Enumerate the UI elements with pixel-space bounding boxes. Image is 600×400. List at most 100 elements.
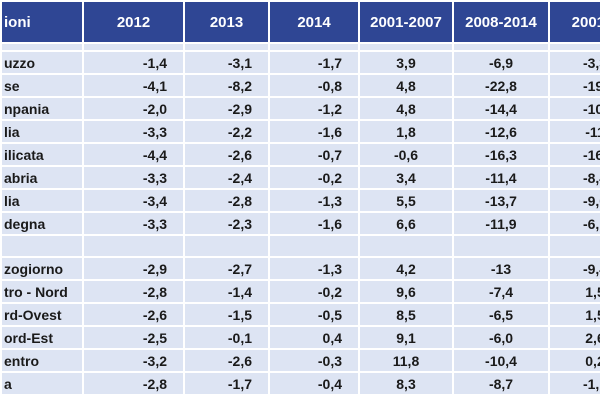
- row-label: lia: [0, 119, 84, 144]
- empty-cell: [548, 234, 600, 258]
- value-cell: 4,2: [358, 256, 454, 281]
- header-cell: ioni: [0, 0, 84, 44]
- empty-cell: [268, 234, 360, 258]
- value-cell: -13: [452, 256, 550, 281]
- value-cell: -9,4: [548, 256, 600, 281]
- value-cell: -2,8: [82, 371, 185, 396]
- value-cell: -10,: [548, 96, 600, 121]
- value-cell: -3,3: [82, 165, 185, 190]
- value-cell: 1,8: [358, 119, 454, 144]
- empty-cell: [452, 42, 550, 52]
- value-cell: 4,8: [358, 96, 454, 121]
- table-row: tro - Nord-2,8-1,4-0,29,6-7,41,5: [0, 279, 600, 304]
- value-cell: -4,4: [82, 142, 185, 167]
- value-cell: -3,3: [82, 119, 185, 144]
- header-cell: 2001-2007: [358, 0, 454, 44]
- header-cell: 2014: [268, 0, 360, 44]
- row-label: npania: [0, 96, 84, 121]
- value-cell: -1,7: [268, 50, 360, 75]
- value-cell: -19,: [548, 73, 600, 98]
- value-cell: -9,0: [548, 188, 600, 213]
- row-label: a: [0, 371, 84, 396]
- empty-cell: [358, 234, 454, 258]
- row-label: ilicata: [0, 142, 84, 167]
- value-cell: 4,8: [358, 73, 454, 98]
- value-cell: -2,6: [82, 302, 185, 327]
- empty-cell: [82, 234, 185, 258]
- value-cell: -3,2: [82, 348, 185, 373]
- table-row: zogiorno-2,9-2,7-1,34,2-13-9,4: [0, 256, 600, 281]
- value-cell: -3,3: [82, 211, 185, 236]
- value-cell: -1,6: [268, 211, 360, 236]
- row-label: tro - Nord: [0, 279, 84, 304]
- value-cell: -8,2: [183, 73, 270, 98]
- row-label: degna: [0, 211, 84, 236]
- header-cell: 2012: [82, 0, 185, 44]
- table-row: uzzo-1,4-3,1-1,73,9-6,9-3,3: [0, 50, 600, 75]
- value-cell: -0,7: [268, 142, 360, 167]
- value-cell: -0,3: [268, 348, 360, 373]
- table-body: uzzo-1,4-3,1-1,73,9-6,9-3,3se-4,1-8,2-0,…: [0, 42, 600, 396]
- value-cell: -11,9: [452, 211, 550, 236]
- value-cell: -12,6: [452, 119, 550, 144]
- value-cell: -11,4: [452, 165, 550, 190]
- value-cell: -2,3: [183, 211, 270, 236]
- empty-cell: [548, 42, 600, 52]
- value-cell: 8,3: [358, 371, 454, 396]
- value-cell: -1,2: [268, 96, 360, 121]
- value-cell: -0,4: [268, 371, 360, 396]
- value-cell: -2,2: [183, 119, 270, 144]
- value-cell: -2,5: [82, 325, 185, 350]
- row-label: zogiorno: [0, 256, 84, 281]
- value-cell: -2,7: [183, 256, 270, 281]
- header-cell: 2013: [183, 0, 270, 44]
- value-cell: 9,1: [358, 325, 454, 350]
- value-cell: -1,4: [183, 279, 270, 304]
- table-row: ord-Est-2,5-0,10,49,1-6,02,6: [0, 325, 600, 350]
- value-cell: -2,8: [82, 279, 185, 304]
- value-cell: -2,0: [82, 96, 185, 121]
- value-cell: -3,4: [82, 188, 185, 213]
- value-cell: -2,9: [82, 256, 185, 281]
- table-row: lia-3,4-2,8-1,35,5-13,7-9,0: [0, 188, 600, 213]
- value-cell: 0,4: [268, 325, 360, 350]
- value-cell: -1,5: [183, 302, 270, 327]
- row-label: entro: [0, 348, 84, 373]
- row-label: uzzo: [0, 50, 84, 75]
- value-cell: 9,6: [358, 279, 454, 304]
- value-cell: 11,8: [358, 348, 454, 373]
- table-row: abria-3,3-2,4-0,23,4-11,4-8,4: [0, 165, 600, 190]
- table-row: degna-3,3-2,3-1,66,6-11,9-6,1: [0, 211, 600, 236]
- value-cell: 1,5: [548, 279, 600, 304]
- value-cell: -1,1: [548, 371, 600, 396]
- value-cell: -2,6: [183, 142, 270, 167]
- value-cell: -11: [548, 119, 600, 144]
- row-label: abria: [0, 165, 84, 190]
- value-cell: 1,5: [548, 302, 600, 327]
- value-cell: 6,6: [358, 211, 454, 236]
- table-row: se-4,1-8,2-0,84,8-22,8-19,: [0, 73, 600, 98]
- value-cell: -0,1: [183, 325, 270, 350]
- header-cell: 2001-2: [548, 0, 600, 44]
- value-cell: -0,2: [268, 165, 360, 190]
- header-cell: 2008-2014: [452, 0, 550, 44]
- table-row: npania-2,0-2,9-1,24,8-14,4-10,: [0, 96, 600, 121]
- table-row: rd-Ovest-2,6-1,5-0,58,5-6,51,5: [0, 302, 600, 327]
- empty-cell: [358, 42, 454, 52]
- table-row: lia-3,3-2,2-1,61,8-12,6-11: [0, 119, 600, 144]
- value-cell: -1,6: [268, 119, 360, 144]
- value-cell: -1,7: [183, 371, 270, 396]
- value-cell: 0,2: [548, 348, 600, 373]
- value-cell: -13,7: [452, 188, 550, 213]
- value-cell: 2,6: [548, 325, 600, 350]
- value-cell: -6,1: [548, 211, 600, 236]
- row-label: lia: [0, 188, 84, 213]
- row-label: rd-Ovest: [0, 302, 84, 327]
- value-cell: -2,4: [183, 165, 270, 190]
- value-cell: -3,3: [548, 50, 600, 75]
- value-cell: -14,4: [452, 96, 550, 121]
